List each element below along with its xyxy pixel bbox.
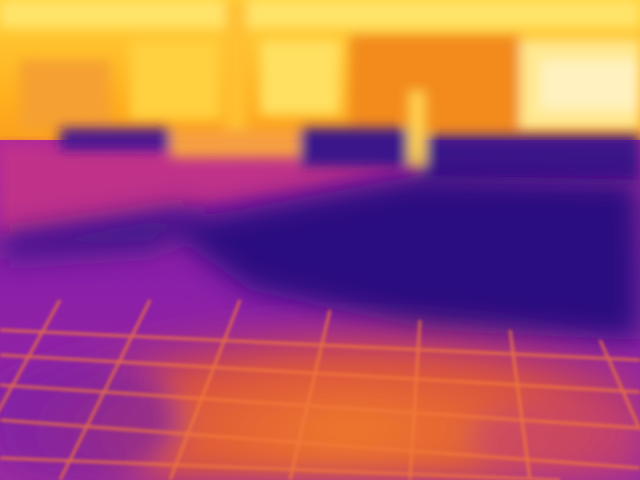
benches xyxy=(60,90,640,180)
shadow xyxy=(0,175,640,340)
tile-lines xyxy=(0,299,640,480)
building xyxy=(0,0,640,140)
far-ground xyxy=(0,145,420,235)
